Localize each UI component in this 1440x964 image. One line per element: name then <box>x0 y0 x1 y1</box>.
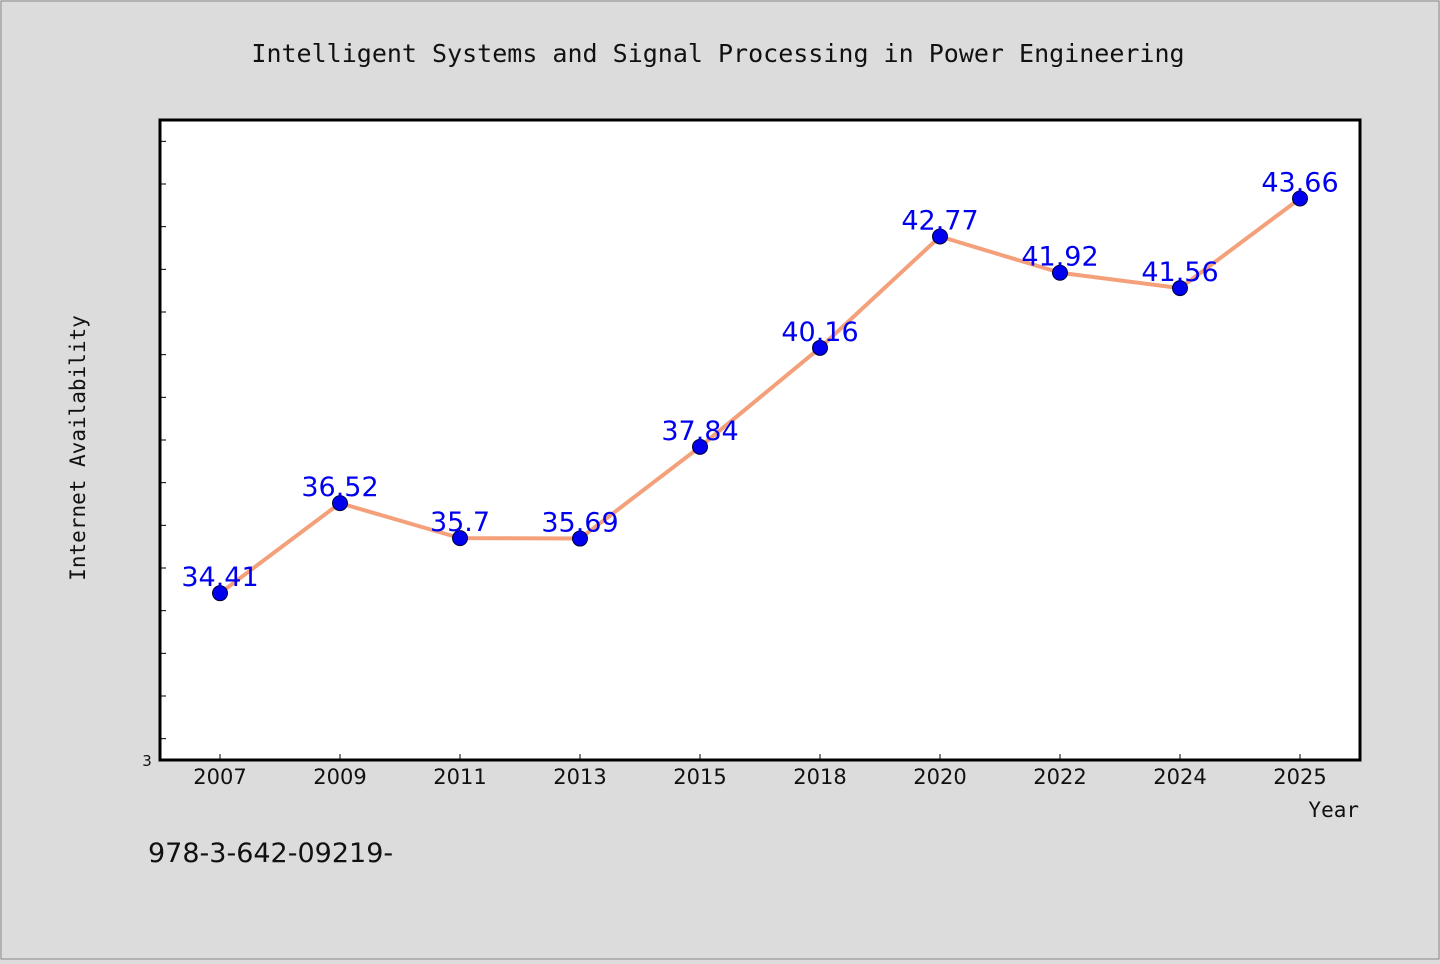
data-label: 42.77 <box>901 205 978 236</box>
footer-text: 978-3-642-09219- <box>148 838 393 869</box>
data-label: 34.41 <box>181 562 258 593</box>
x-tick-label: 2020 <box>913 765 966 789</box>
x-tick-label: 2013 <box>553 765 606 789</box>
data-point <box>1292 190 1308 207</box>
data-label: 35.7 <box>430 507 490 538</box>
data-label: 37.84 <box>661 416 738 447</box>
data-label: 41.56 <box>1141 257 1218 288</box>
x-tick-label: 2018 <box>793 765 846 789</box>
data-point <box>692 438 708 455</box>
data-point <box>1172 280 1188 297</box>
x-tick-label: 2009 <box>313 765 366 789</box>
series-markers <box>212 190 1308 602</box>
series-line <box>218 196 1302 596</box>
x-axis: 2007 2009 2011 2013 2015 2018 2020 2022 2024 2025 <box>193 754 1327 789</box>
data-label: 35.69 <box>541 508 618 539</box>
data-point <box>212 585 228 602</box>
data-point <box>812 339 828 356</box>
data-label: 36.52 <box>301 472 378 503</box>
y-axis-label: Internet Availability <box>66 315 90 581</box>
data-point <box>572 530 588 547</box>
data-point <box>452 530 468 547</box>
x-tick-label: 2022 <box>1033 765 1086 789</box>
x-tick-label: 2007 <box>193 765 246 789</box>
data-point <box>932 228 948 245</box>
x-tick-label: 2015 <box>673 765 726 789</box>
y-tick-label: 3 <box>142 752 152 770</box>
chart-title: Intelligent Systems and Signal Processin… <box>251 39 1184 68</box>
plot-area <box>158 118 1362 762</box>
data-labels: 34.41 36.52 35.7 35.69 37.84 40.16 42.77 41.92 4… <box>181 168 1338 594</box>
data-label: 40.16 <box>781 317 858 348</box>
y-axis <box>160 140 166 740</box>
data-point <box>332 495 348 512</box>
data-label: 43.66 <box>1261 168 1338 199</box>
x-tick-label: 2024 <box>1153 765 1206 789</box>
x-tick-label: 2011 <box>433 765 486 789</box>
data-label: 41.92 <box>1021 242 1098 273</box>
x-tick-label: 2025 <box>1273 765 1326 789</box>
data-point <box>1052 264 1068 281</box>
x-axis-label: Year <box>1308 798 1359 822</box>
